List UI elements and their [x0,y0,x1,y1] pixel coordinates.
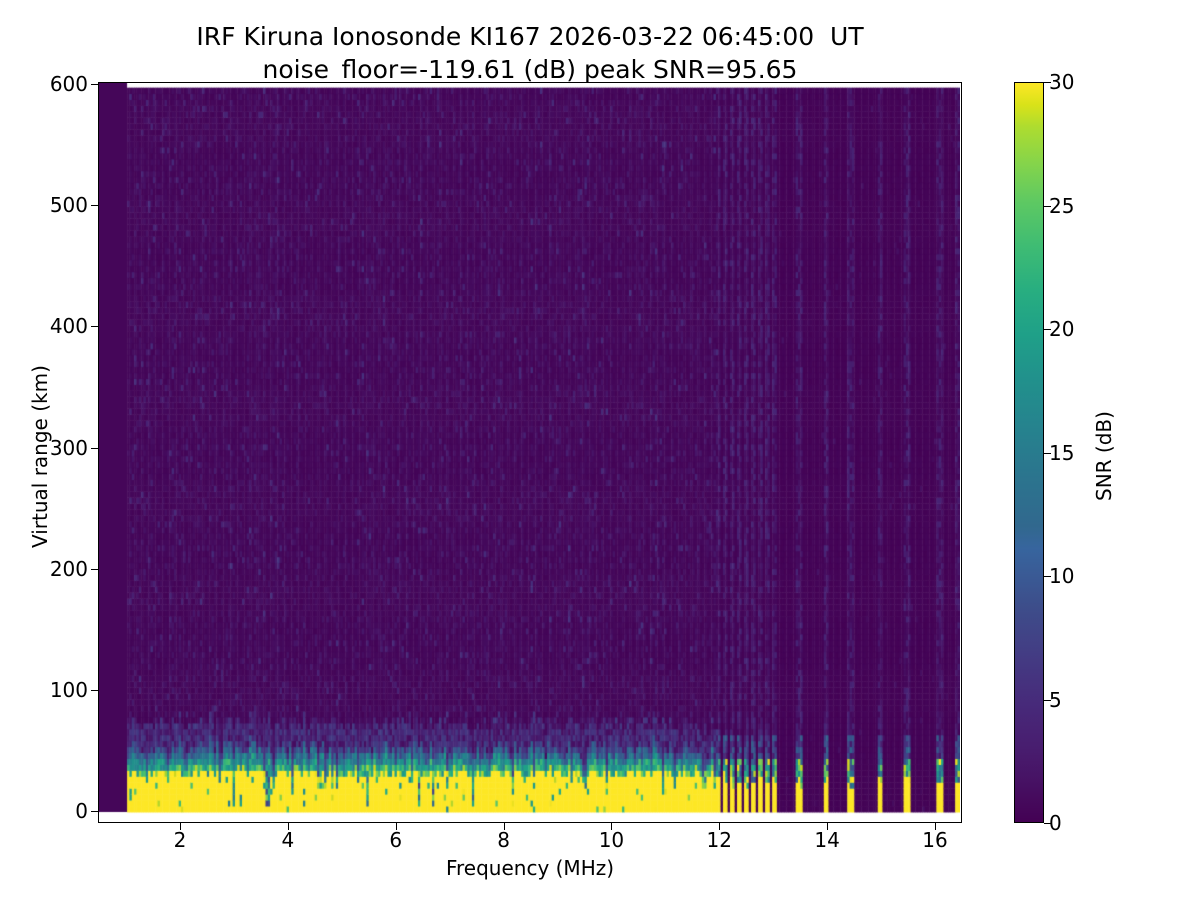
page-title: IRF Kiruna Ionosonde KI167 2026-03-22 06… [0,20,1060,86]
x-tick-label: 8 [497,828,510,852]
y-tick-label: 200 [49,556,88,581]
plot-axes [98,82,962,823]
colorbar-tick-label: 5 [1049,687,1062,712]
x-tick-mark [287,823,289,830]
colorbar [1014,82,1044,823]
y-tick-mark [91,84,98,85]
colorbar-tick-label: 30 [1049,70,1075,94]
x-tick-mark [611,823,613,830]
colorbar-tick-mark [1044,82,1051,83]
colorbar-tick-mark [1044,576,1051,577]
colorbar-tick-label: 0 [1049,811,1062,835]
title-line-1: IRF Kiruna Ionosonde KI167 2026-03-22 06… [196,22,864,51]
y-tick-label: 500 [49,193,88,218]
x-tick-label: 6 [389,828,403,852]
colorbar-tick-label: 25 [1049,193,1075,218]
colorbar-tick-label: 20 [1049,317,1075,341]
colorbar-tick-label: 10 [1049,564,1075,588]
colorbar-gradient [1015,83,1043,822]
ionogram-heatmap [99,83,960,821]
x-tick-label: 4 [281,828,295,852]
y-tick-label: 0 [75,799,88,823]
colorbar-tick-mark [1044,823,1051,824]
x-tick-label: 2 [173,828,187,852]
title-line-2: noise_floor=-119.61 (dB) peak SNR=95.65 [262,55,798,84]
y-axis-label: Virtual range (km) [28,364,52,548]
y-tick-label: 400 [49,314,88,339]
x-tick-label: 10 [598,828,625,852]
colorbar-tick-mark [1044,452,1051,454]
y-tick-mark [91,689,98,691]
y-tick-label: 300 [49,435,88,460]
y-tick-label: 100 [49,677,88,702]
x-tick-label: 12 [706,828,732,852]
y-tick-mark [91,811,98,812]
y-tick-mark [91,447,98,449]
x-tick-mark [935,823,936,830]
y-tick-mark [91,205,98,207]
x-axis-label: Frequency (MHz) [445,856,615,880]
x-tick-label: 14 [814,828,840,852]
y-tick-label: 600 [49,72,88,96]
x-tick-mark [395,823,397,830]
colorbar-tick-mark [1044,329,1051,330]
x-tick-mark [180,823,181,830]
colorbar-tick-mark [1044,205,1051,207]
y-tick-mark [91,568,98,570]
x-tick-mark [503,823,505,830]
colorbar-tick-mark [1044,699,1051,701]
colorbar-tick-label: 15 [1049,440,1075,465]
heatmap-clip [99,83,961,822]
x-tick-label: 16 [922,828,948,852]
y-tick-mark [91,326,98,328]
x-tick-mark [719,823,721,830]
colorbar-label: SNR (dB) [1092,410,1116,501]
x-tick-mark [827,823,829,830]
